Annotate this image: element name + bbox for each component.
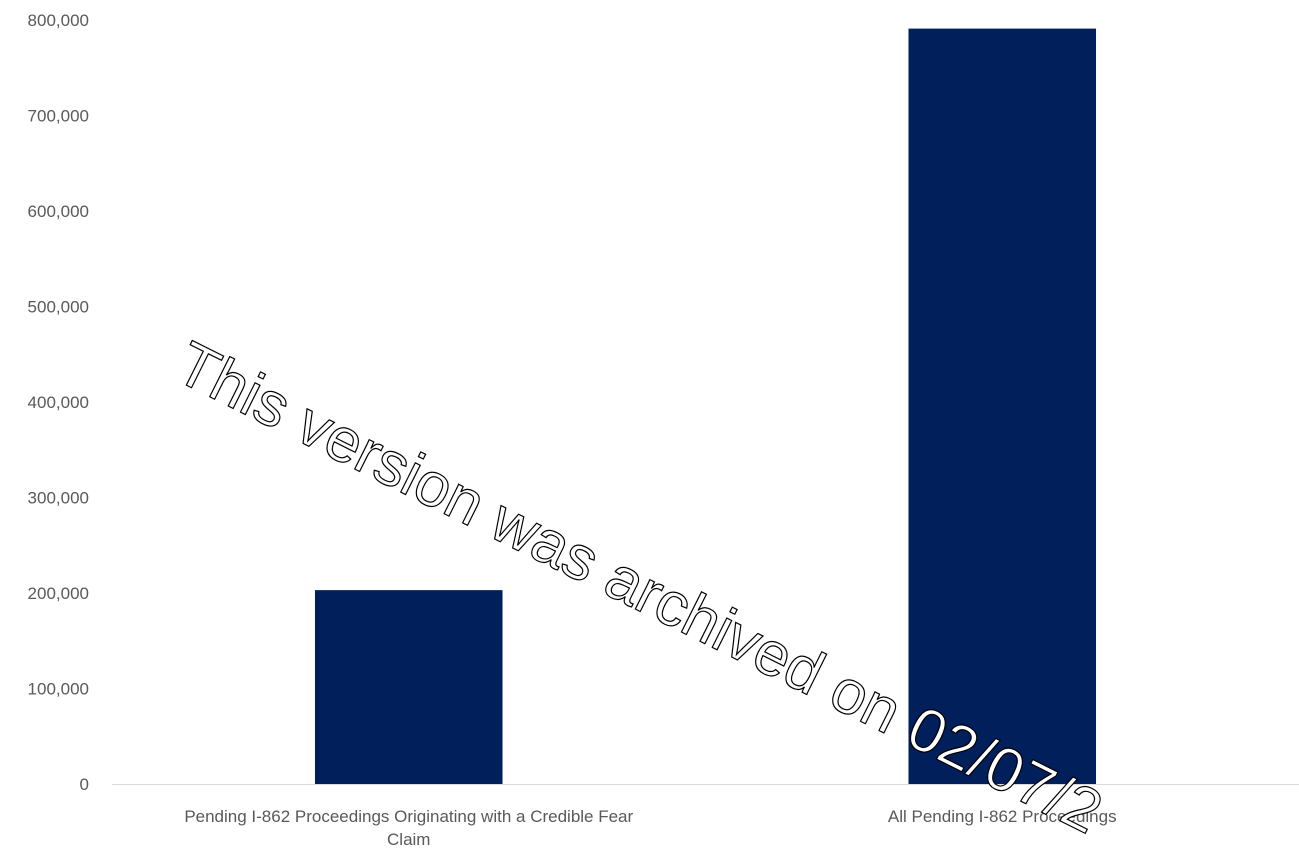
y-tick-label: 0 (80, 775, 89, 794)
bar (908, 28, 1097, 785)
x-category-label: Pending I-862 Proceedings Originating wi… (184, 807, 633, 849)
y-tick-label: 100,000 (28, 680, 89, 699)
y-tick-label: 800,000 (28, 11, 89, 30)
x-category-label: All Pending I-862 Proceedings (888, 807, 1117, 826)
y-tick-label: 400,000 (28, 393, 89, 412)
bars (314, 28, 1097, 785)
y-tick-label: 500,000 (28, 298, 89, 317)
y-tick-label: 200,000 (28, 584, 89, 603)
y-axis: 0 100,000 200,000 300,000 400,000 500,000 600,… (28, 11, 89, 794)
x-category-label-line: Claim (387, 830, 430, 849)
x-axis: Pending I-862 Proceedings Originating wi… (184, 807, 1116, 849)
bar (314, 590, 503, 784)
y-tick-label: 300,000 (28, 489, 89, 508)
x-category-label-line: Pending I-862 Proceedings Originating wi… (184, 807, 633, 826)
y-tick-label: 600,000 (28, 202, 89, 221)
x-category-label-line: All Pending I-862 Proceedings (888, 807, 1117, 826)
y-tick-label: 700,000 (28, 107, 89, 126)
